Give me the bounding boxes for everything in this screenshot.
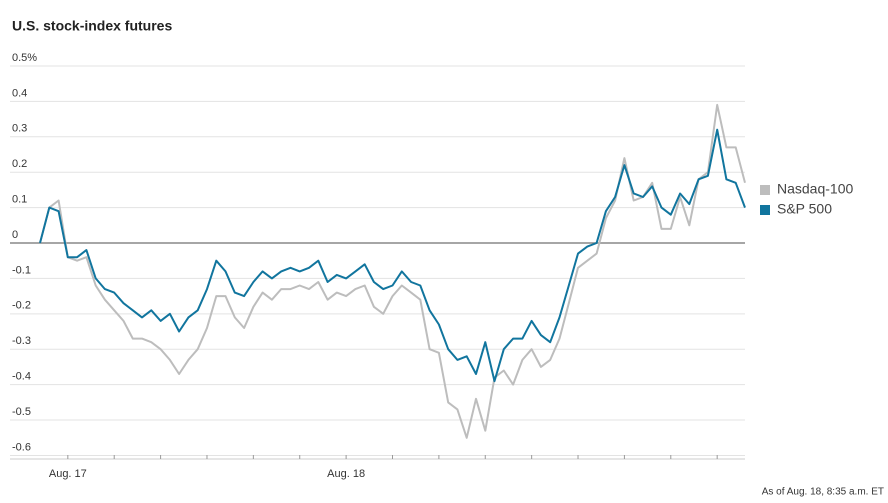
- x-tick-label: Aug. 18: [327, 468, 365, 480]
- y-tick-label: 0.5%: [12, 52, 37, 64]
- y-tick-label: -0.1: [12, 264, 31, 276]
- legend-swatch: [760, 205, 770, 215]
- y-tick-label: 0: [12, 229, 18, 241]
- y-tick-label: 0.1: [12, 194, 27, 206]
- series-line: [39, 103, 746, 439]
- chart-title: U.S. stock-index futures: [12, 18, 172, 34]
- y-tick-label: -0.6: [12, 441, 31, 453]
- y-tick-label: -0.4: [12, 371, 31, 383]
- x-tick-label: Aug. 17: [49, 468, 87, 480]
- legend-swatch: [760, 185, 770, 195]
- legend-label: S&P 500: [777, 201, 832, 217]
- series-line: [39, 128, 746, 383]
- footnote: As of Aug. 18, 8:35 a.m. ET: [762, 487, 884, 498]
- y-tick-label: 0.4: [12, 87, 27, 99]
- y-tick-label: -0.2: [12, 300, 31, 312]
- y-tick-label: 0.2: [12, 158, 27, 170]
- y-tick-label: -0.5: [12, 406, 31, 418]
- y-tick-label: 0.3: [12, 123, 27, 135]
- y-tick-label: -0.3: [12, 335, 31, 347]
- legend-label: Nasdaq-100: [777, 181, 853, 197]
